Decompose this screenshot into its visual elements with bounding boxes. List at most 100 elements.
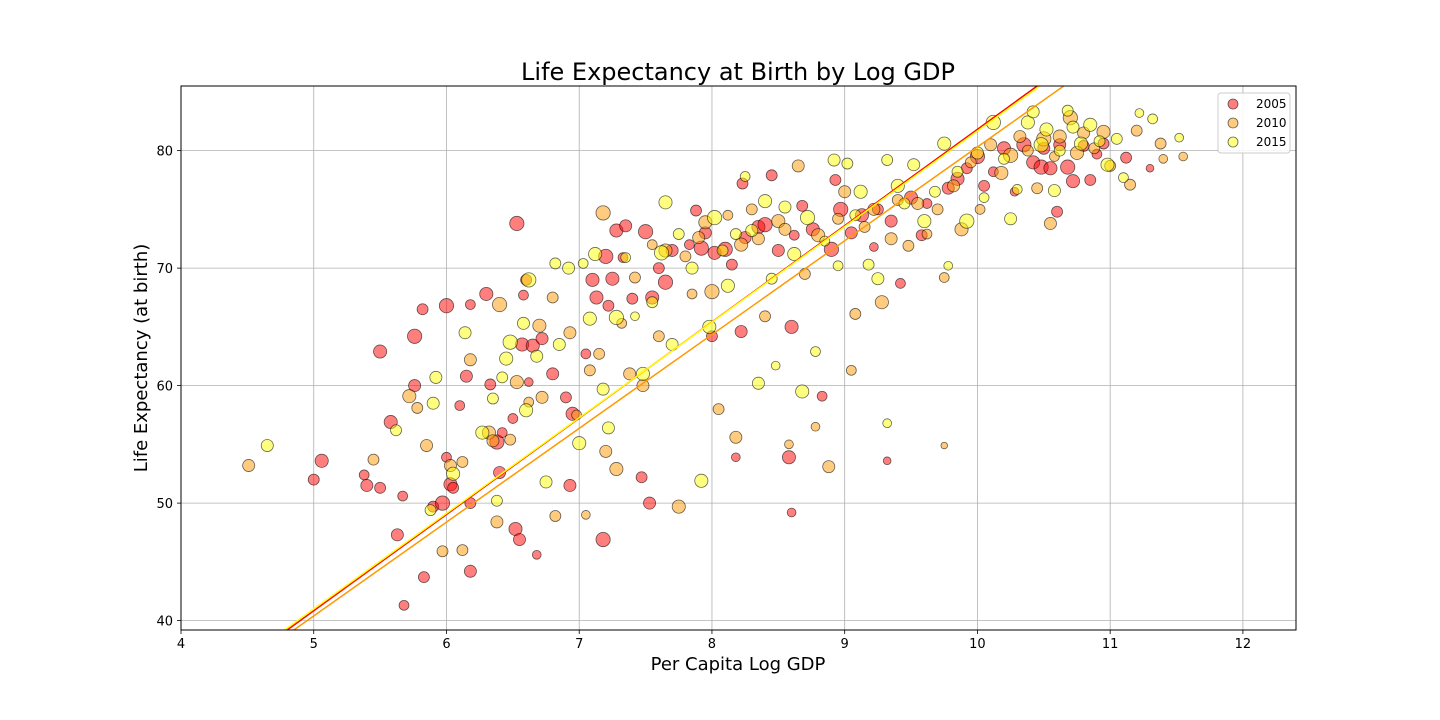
data-point-2005 <box>690 204 702 217</box>
legend-label-2015: 2015 <box>1256 135 1287 149</box>
data-point-2005 <box>978 179 990 192</box>
data-point-2005 <box>513 533 526 546</box>
data-point-2015 <box>390 424 402 437</box>
data-point-2010 <box>563 326 577 340</box>
data-point-2015 <box>739 171 751 182</box>
data-point-2010 <box>784 439 794 450</box>
data-point-2010 <box>629 271 641 284</box>
data-point-2015 <box>1053 144 1066 157</box>
data-point-2010 <box>490 515 504 529</box>
data-point-2015 <box>521 272 537 288</box>
data-point-2015 <box>758 194 773 209</box>
data-point-2015 <box>694 473 709 488</box>
data-point-2015 <box>1066 120 1080 134</box>
data-point-2015 <box>1073 136 1088 151</box>
data-point-2005 <box>786 507 797 518</box>
data-point-2010 <box>609 462 624 477</box>
data-point-2010 <box>832 212 844 225</box>
data-point-2010 <box>509 375 524 390</box>
data-point-2015 <box>917 214 932 229</box>
data-point-2005 <box>589 290 604 305</box>
data-point-2010 <box>838 185 852 199</box>
data-point-2010 <box>1031 182 1044 195</box>
data-point-2015 <box>672 228 685 240</box>
data-point-2015 <box>1047 184 1061 198</box>
data-point-2010 <box>692 231 706 245</box>
data-point-2010 <box>938 272 950 283</box>
data-point-2015 <box>582 311 597 326</box>
x-tick-label: 5 <box>310 637 318 652</box>
data-point-2005 <box>484 378 497 391</box>
data-point-2010 <box>1043 217 1057 230</box>
data-point-2015 <box>1147 113 1158 125</box>
data-point-2005 <box>493 466 507 480</box>
data-point-2015 <box>519 403 534 418</box>
data-point-2005 <box>781 450 796 465</box>
data-point-2005 <box>509 215 525 232</box>
data-point-2010 <box>486 434 500 448</box>
data-point-2010 <box>456 456 469 468</box>
data-point-2010 <box>911 197 925 210</box>
data-point-2015 <box>943 260 954 271</box>
data-point-2015 <box>1083 117 1098 132</box>
data-point-2005 <box>602 299 615 312</box>
data-point-2005 <box>563 479 577 492</box>
data-point-2010 <box>456 544 469 557</box>
data-point-2010 <box>712 403 725 416</box>
data-point-2010 <box>535 390 549 404</box>
data-point-2010 <box>595 205 611 221</box>
data-point-2015 <box>898 197 911 210</box>
data-point-2015 <box>716 244 729 257</box>
data-point-2015 <box>1011 184 1023 195</box>
data-point-2015 <box>1020 115 1035 130</box>
data-point-2010 <box>1124 178 1136 191</box>
legend-label-2010: 2010 <box>1256 116 1287 130</box>
data-point-2010 <box>532 318 547 333</box>
data-point-2010 <box>940 441 948 450</box>
data-point-2010 <box>964 156 977 169</box>
x-tick-label: 11 <box>1102 637 1119 652</box>
data-point-2015 <box>970 146 984 160</box>
data-point-2010 <box>1158 154 1169 164</box>
data-point-2015 <box>1093 135 1106 148</box>
data-point-2005 <box>829 174 842 186</box>
data-point-2015 <box>475 425 490 440</box>
x-axis-title: Per Capita Log GDP <box>651 654 826 675</box>
data-point-2015 <box>487 392 499 405</box>
data-point-2005 <box>416 303 429 316</box>
data-point-2010 <box>974 204 986 215</box>
axis-ticks: 4 5 6 7 8 9 10 11 12 40 50 60 70 80 <box>156 145 1251 652</box>
data-point-2010 <box>599 444 613 458</box>
data-point-2010 <box>734 237 749 252</box>
data-point-2015 <box>429 370 443 384</box>
data-point-2005 <box>734 325 748 339</box>
data-point-2015 <box>491 494 503 507</box>
data-point-2015 <box>853 184 868 199</box>
data-point-2015 <box>827 153 841 167</box>
data-point-2005 <box>882 456 892 466</box>
data-point-2010 <box>367 453 380 466</box>
data-point-2005 <box>788 229 800 241</box>
data-point-2015 <box>720 278 735 293</box>
data-point-2015 <box>646 296 659 309</box>
data-point-2015 <box>424 504 437 517</box>
x-tick-label: 9 <box>841 637 849 652</box>
data-point-2015 <box>959 213 975 229</box>
data-point-2005 <box>796 199 809 212</box>
data-point-2010 <box>849 308 862 320</box>
data-point-2005 <box>765 169 778 182</box>
data-point-2005 <box>757 217 773 233</box>
legend-label-2005: 2005 <box>1256 97 1287 111</box>
data-point-2005 <box>1084 174 1097 186</box>
x-tick-label: 10 <box>969 637 986 652</box>
data-point-2005 <box>373 344 388 359</box>
data-point-2010 <box>822 460 836 474</box>
data-point-2010 <box>1154 137 1167 150</box>
data-point-2015 <box>770 360 781 371</box>
data-point-2015 <box>620 252 632 263</box>
data-point-2005 <box>546 367 560 381</box>
data-point-2005 <box>784 319 799 334</box>
data-point-2005 <box>507 413 519 424</box>
data-point-2010 <box>994 165 1009 180</box>
